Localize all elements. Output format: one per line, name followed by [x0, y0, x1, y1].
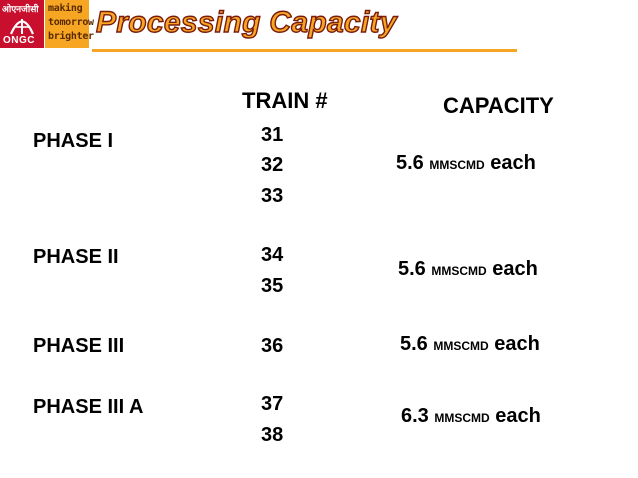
- train-number: 32: [261, 154, 284, 176]
- capacity-each: each: [494, 333, 540, 355]
- capacity-each: each: [495, 405, 541, 427]
- phase-capacity: 5.6 MMSCMD each: [400, 333, 540, 356]
- capacity-unit: MMSCMD: [429, 158, 485, 172]
- phase-capacity: 6.3 MMSCMD each: [401, 405, 541, 428]
- train-number: 36: [261, 335, 284, 357]
- train-number: 37: [261, 393, 284, 415]
- capacity-unit: MMSCMD: [431, 264, 487, 278]
- train-number: 33: [261, 185, 284, 207]
- phase-capacity: 5.6 MMSCMD each: [398, 258, 538, 281]
- phase-capacity: 5.6 MMSCMD each: [396, 152, 536, 175]
- capacity-each: each: [490, 152, 536, 174]
- slide-title: Processing Capacity: [95, 5, 397, 39]
- logo-hindi-text: ओएनजीसी: [2, 5, 39, 15]
- capacity-value: 5.6: [396, 152, 424, 174]
- train-number: 34: [261, 244, 284, 266]
- train-number: 31: [261, 124, 284, 146]
- tagline-box: making tomorrow brighter: [45, 0, 94, 48]
- slide-header: ओएनजीसी ONGC making tomorrow brighter Pr…: [0, 0, 638, 52]
- phase-label: PHASE III: [33, 335, 125, 357]
- tagline-line-1: making: [48, 3, 83, 14]
- phase-label: PHASE I: [33, 130, 114, 152]
- capacity-value: 6.3: [401, 405, 429, 427]
- title-underline: [92, 49, 517, 52]
- capacity-column-header: CAPACITY: [443, 93, 554, 118]
- phase-label: PHASE III A: [33, 396, 144, 418]
- logo-name: ONGC: [3, 35, 35, 46]
- capacity-each: each: [492, 258, 538, 280]
- train-number: 38: [261, 424, 284, 446]
- train-number: 35: [261, 275, 284, 297]
- capacity-value: 5.6: [398, 258, 426, 280]
- tagline-line-3: brighter: [48, 31, 94, 42]
- tagline-line-2: tomorrow: [48, 17, 94, 28]
- train-column-header: TRAIN #: [242, 88, 328, 113]
- capacity-unit: MMSCMD: [434, 411, 490, 425]
- ongc-logo: ओएनजीसी ONGC: [0, 0, 44, 48]
- phase-label: PHASE II: [33, 246, 119, 268]
- capacity-value: 5.6: [400, 333, 428, 355]
- ongc-emblem-icon: [9, 19, 35, 35]
- capacity-unit: MMSCMD: [433, 339, 489, 353]
